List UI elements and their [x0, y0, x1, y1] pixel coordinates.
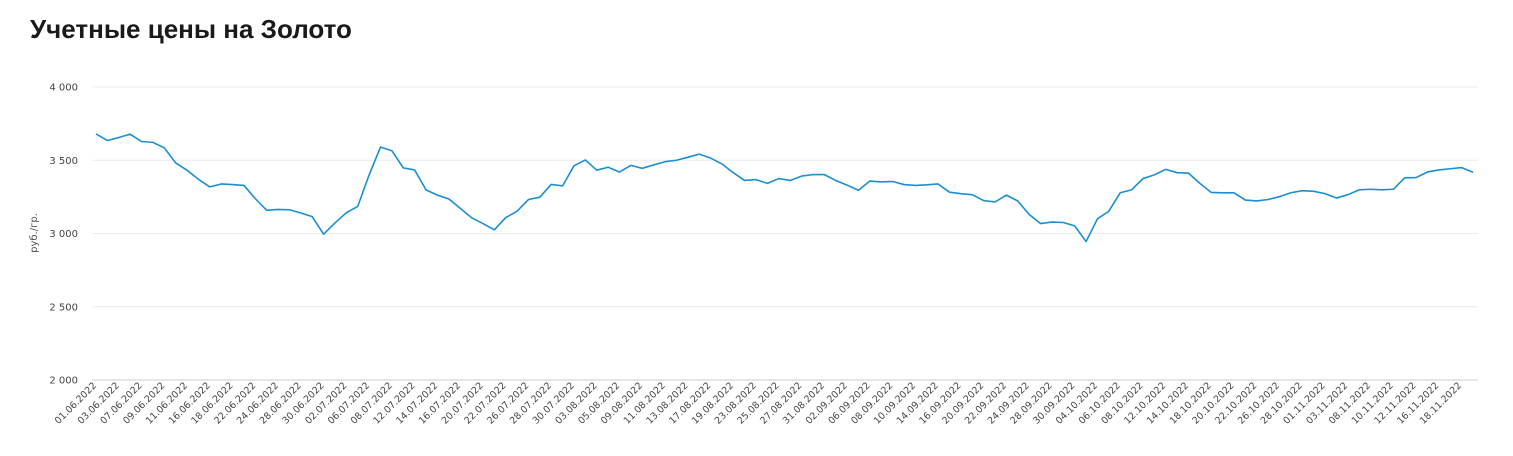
y-axis-label: руб./гр. [29, 213, 40, 253]
y-tick-label: 3 500 [49, 156, 78, 167]
y-tick-label: 4 000 [49, 83, 78, 94]
y-tick-label: 2 000 [49, 376, 78, 387]
chart-grid [92, 86, 1478, 381]
y-axis-ticks: 2 000 2 500 3 000 3 500 4 000 [49, 83, 78, 387]
x-axis-ticks: 01.06.202203.06.202207.06.202209.06.2022… [53, 380, 1464, 426]
page-title: Учетные цены на Золото [30, 14, 352, 44]
y-tick-label: 2 500 [49, 302, 78, 313]
series-line [95, 133, 1474, 243]
y-tick-label: 3 000 [49, 229, 78, 240]
chart-series [95, 133, 1474, 243]
